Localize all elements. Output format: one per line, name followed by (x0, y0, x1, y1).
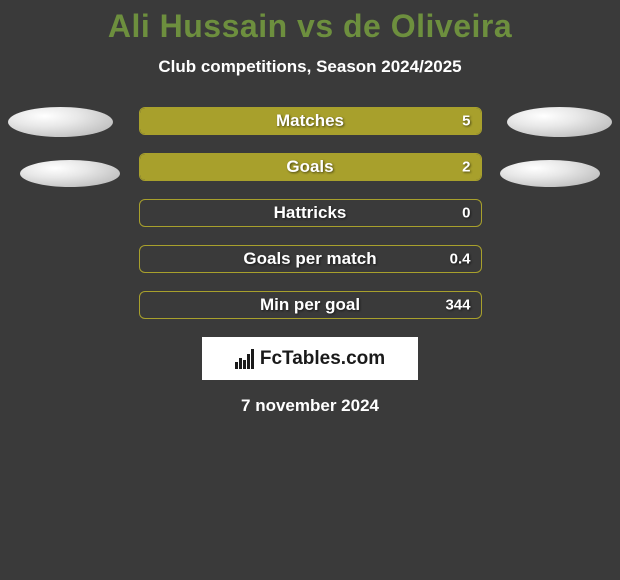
stat-bar-value: 0 (462, 205, 470, 222)
avatar-left-top (8, 107, 113, 137)
avatar-left-bottom (20, 160, 120, 187)
stat-bars: Matches 5 Goals 2 Hattricks 0 Goals per … (139, 107, 482, 319)
datestamp: 7 november 2024 (0, 396, 620, 416)
comparison-card: Ali Hussain vs de Oliveira Club competit… (0, 0, 620, 416)
avatar-right-top (507, 107, 612, 137)
stat-bar-label: Goals (286, 157, 333, 177)
bar-chart-icon (235, 349, 254, 369)
stat-bar-label: Goals per match (243, 249, 376, 269)
stat-bar-value: 2 (462, 159, 470, 176)
stat-bar: Goals per match 0.4 (139, 245, 482, 273)
avatar-right-bottom (500, 160, 600, 187)
stat-bar: Min per goal 344 (139, 291, 482, 319)
brand-badge: FcTables.com (202, 337, 418, 380)
subtitle: Club competitions, Season 2024/2025 (0, 57, 620, 77)
stats-block: Matches 5 Goals 2 Hattricks 0 Goals per … (0, 107, 620, 319)
stat-bar-value: 344 (445, 297, 470, 314)
stat-bar: Matches 5 (139, 107, 482, 135)
stat-bar-label: Min per goal (260, 295, 360, 315)
stat-bar: Hattricks 0 (139, 199, 482, 227)
stat-bar-value: 0.4 (450, 251, 471, 268)
stat-bar-label: Hattricks (274, 203, 347, 223)
stat-bar-label: Matches (276, 111, 344, 131)
stat-bar: Goals 2 (139, 153, 482, 181)
brand-text: FcTables.com (260, 348, 385, 370)
stat-bar-value: 5 (462, 113, 470, 130)
page-title: Ali Hussain vs de Oliveira (0, 8, 620, 45)
